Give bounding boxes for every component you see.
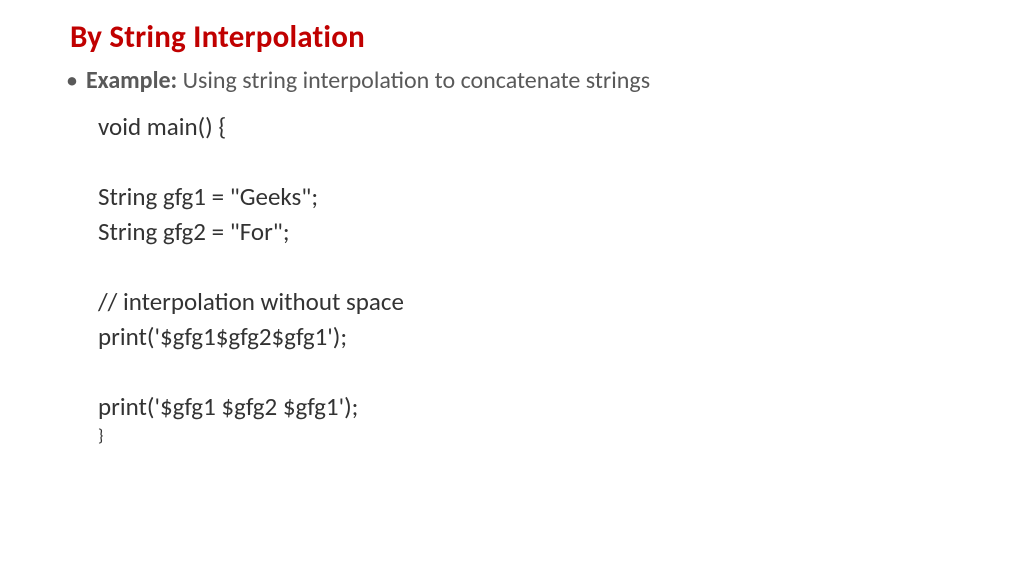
bullet-content: Example: Using string interpolation to c… bbox=[86, 66, 650, 95]
bullet-text: Using string interpolation to concatenat… bbox=[177, 66, 650, 95]
blank-line bbox=[98, 144, 954, 179]
example-label: Example: bbox=[86, 66, 177, 95]
code-block: void main() { String gfg1 = "Geeks"; Str… bbox=[70, 109, 954, 448]
slide-container: By String Interpolation • Example: Using… bbox=[0, 0, 1024, 448]
blank-line bbox=[98, 249, 954, 284]
code-line-7: } bbox=[98, 424, 954, 448]
bullet-dot-icon: • bbox=[66, 66, 78, 95]
slide-title: By String Interpolation bbox=[70, 18, 954, 56]
blank-line bbox=[98, 354, 954, 389]
code-line-2: String gfg1 = "Geeks"; bbox=[98, 179, 954, 214]
code-line-5: print('$gfg1$gfg2$gfg1'); bbox=[98, 319, 954, 354]
bullet-row: • Example: Using string interpolation to… bbox=[70, 66, 954, 95]
code-line-4: // interpolation without space bbox=[98, 284, 954, 319]
code-line-3: String gfg2 = "For"; bbox=[98, 214, 954, 249]
code-line-6: print('$gfg1 $gfg2 $gfg1'); bbox=[98, 389, 954, 424]
code-line-1: void main() { bbox=[98, 109, 954, 144]
